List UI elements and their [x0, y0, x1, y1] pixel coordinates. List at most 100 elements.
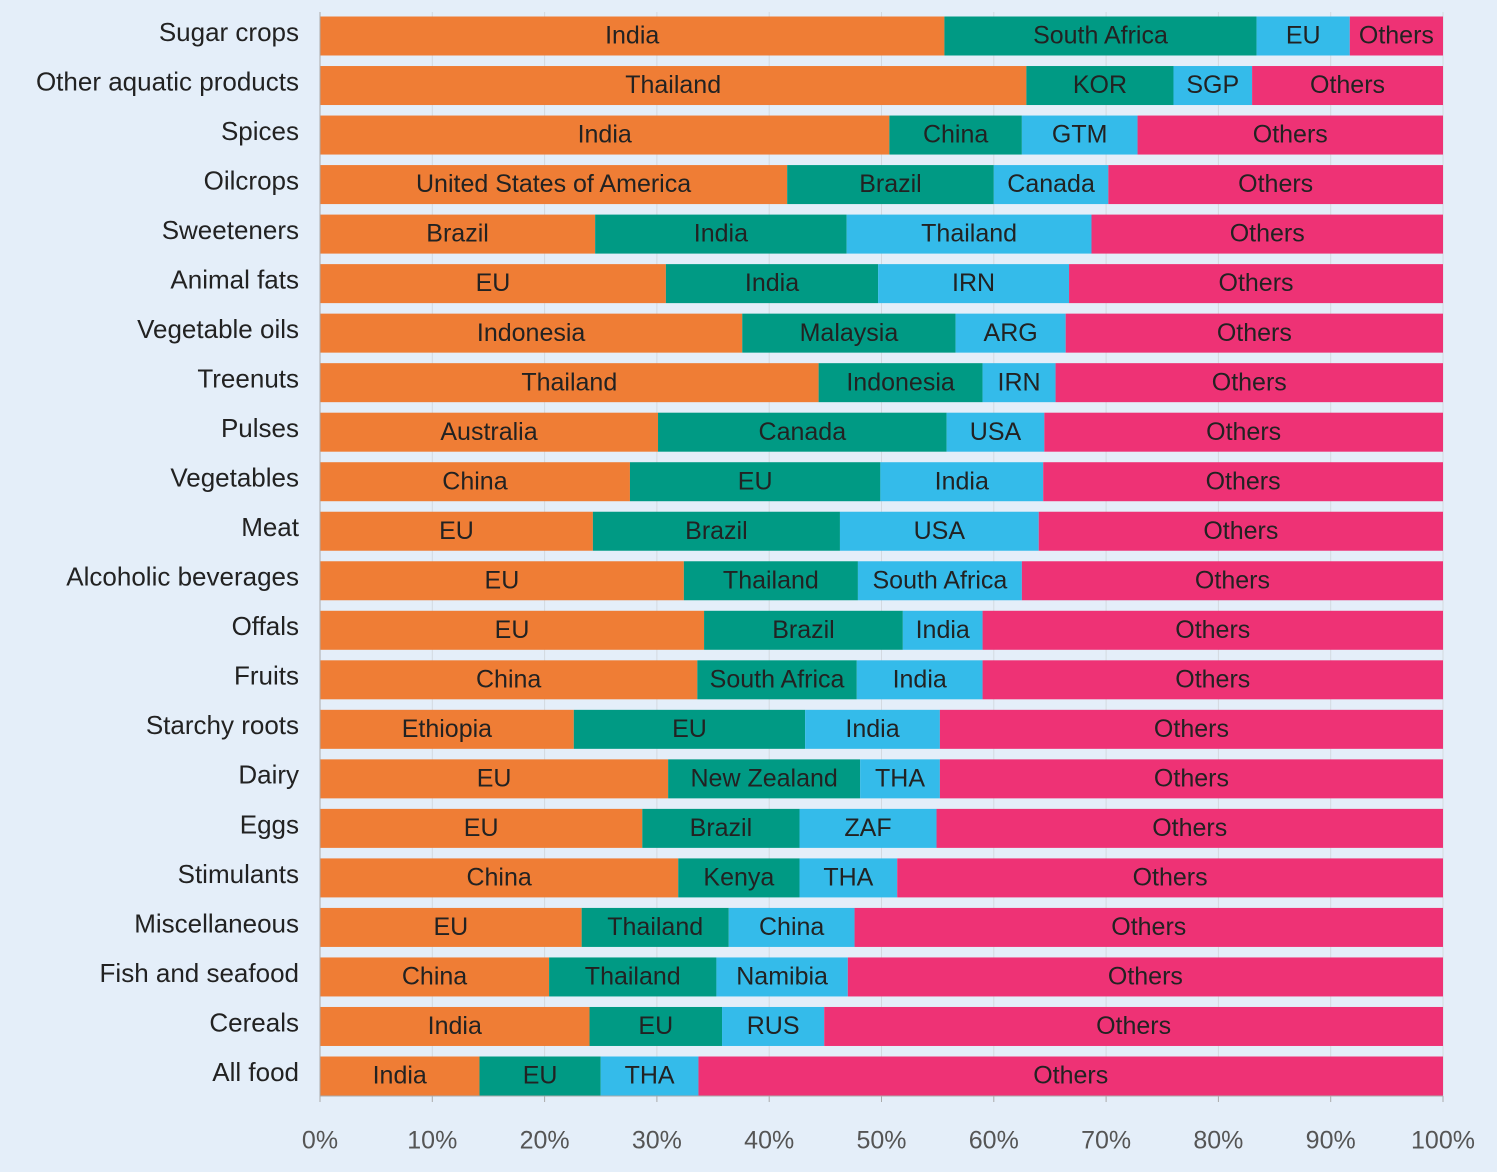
- bar-segment: [982, 363, 1056, 403]
- segment-label: Others: [1195, 566, 1270, 594]
- segment-label: EU: [495, 616, 530, 644]
- bar-segment: [320, 511, 593, 551]
- bar-segment: [1137, 115, 1443, 155]
- segment-label: Others: [1154, 715, 1229, 743]
- segment-label: Canada: [759, 418, 847, 446]
- bar-segment: [320, 1056, 480, 1096]
- segment-label: RUS: [747, 1012, 800, 1040]
- x-tick-label: 0%: [302, 1127, 338, 1155]
- segment-label: Others: [1310, 71, 1385, 99]
- bar-segment: [846, 214, 1092, 254]
- bar-segment: [1026, 66, 1174, 106]
- segment-label: Brazil: [859, 170, 922, 198]
- bar-segment: [1349, 16, 1443, 56]
- category-label: Sweeteners: [162, 215, 299, 245]
- segment-label: Others: [1203, 517, 1278, 545]
- segment-label: Thailand: [625, 71, 721, 99]
- segment-label: SGP: [1186, 71, 1239, 99]
- segment-label: India: [916, 616, 970, 644]
- bar-segment: [549, 957, 717, 997]
- segment-label: New Zealand: [690, 764, 837, 792]
- segment-label: China: [442, 467, 507, 495]
- category-label: Vegetables: [170, 463, 299, 493]
- segment-label: China: [759, 913, 824, 941]
- bar-segment: [880, 462, 1044, 502]
- bar-segment: [857, 561, 1022, 601]
- segment-label: IRN: [952, 269, 995, 297]
- segment-label: Others: [1108, 963, 1183, 991]
- segment-label: USA: [970, 418, 1022, 446]
- bar-segment: [716, 957, 848, 997]
- bar-segment: [642, 808, 800, 848]
- x-tick-label: 20%: [520, 1127, 570, 1155]
- bar-segment: [704, 610, 903, 650]
- segment-label: THA: [875, 764, 925, 792]
- segment-label: Others: [1096, 1012, 1171, 1040]
- bar-segment: [955, 313, 1066, 353]
- bar-segment: [320, 412, 659, 452]
- segment-label: South Africa: [1033, 22, 1168, 50]
- segment-label: EU: [433, 913, 468, 941]
- bar-segment: [728, 907, 855, 947]
- bar-segment: [668, 759, 861, 799]
- bar-segment: [805, 709, 940, 749]
- category-label: Alcoholic beverages: [66, 562, 299, 592]
- x-tick-label: 70%: [1081, 1127, 1131, 1155]
- bar-segment: [1069, 264, 1443, 304]
- segment-label: China: [476, 665, 541, 693]
- segment-label: Others: [1154, 764, 1229, 792]
- bar-segment: [939, 759, 1443, 799]
- bar-segment: [982, 610, 1443, 650]
- segment-label: GTM: [1052, 121, 1108, 149]
- bar-segment: [320, 808, 643, 848]
- bar-segment: [697, 660, 857, 700]
- segment-label: Others: [1212, 368, 1287, 396]
- segment-label: Canada: [1007, 170, 1095, 198]
- bar-segment: [479, 1056, 601, 1096]
- segment-label: EU: [1286, 22, 1321, 50]
- bar-segment: [320, 115, 890, 155]
- segment-label: South Africa: [710, 665, 845, 693]
- bar-segment: [683, 561, 858, 601]
- bar-segment: [993, 165, 1109, 205]
- x-tick-label: 100%: [1411, 1127, 1475, 1155]
- segment-label: Thailand: [723, 566, 819, 594]
- segment-label: Thailand: [921, 220, 1017, 248]
- bar-segment: [1038, 511, 1443, 551]
- segment-label: Others: [1152, 814, 1227, 842]
- segment-label: ARG: [984, 319, 1038, 347]
- segment-label: Australia: [440, 418, 537, 446]
- bar-segment: [1021, 561, 1443, 601]
- bar-segment: [320, 462, 630, 502]
- bar-segment: [320, 759, 669, 799]
- segment-label: Others: [1111, 913, 1186, 941]
- segment-label: Thailand: [521, 368, 617, 396]
- bar-segment: [320, 363, 819, 403]
- category-label: Starchy roots: [146, 710, 299, 740]
- bar-segment: [799, 808, 937, 848]
- bar-segment: [678, 858, 800, 898]
- segment-label: India: [373, 1062, 427, 1090]
- segment-label: South Africa: [872, 566, 1007, 594]
- segment-label: Indonesia: [846, 368, 955, 396]
- category-label: All food: [212, 1057, 299, 1087]
- category-label: Eggs: [240, 809, 299, 839]
- segment-label: IRN: [998, 368, 1041, 396]
- bar-segment: [902, 610, 983, 650]
- x-tick-label: 90%: [1306, 1127, 1356, 1155]
- segment-label: India: [935, 467, 989, 495]
- bar-segment: [592, 511, 840, 551]
- segment-label: USA: [914, 517, 966, 545]
- x-tick-label: 30%: [632, 1127, 682, 1155]
- segment-label: EU: [476, 269, 511, 297]
- segment-label: India: [893, 665, 947, 693]
- bar-segment: [320, 165, 788, 205]
- bar-segment: [944, 16, 1257, 56]
- x-tick-label: 50%: [856, 1127, 906, 1155]
- bar-segment: [320, 16, 945, 56]
- segment-label: EU: [485, 566, 520, 594]
- segment-label: Malaysia: [800, 319, 899, 347]
- bar-segment: [320, 610, 705, 650]
- segment-label: Namibia: [736, 963, 828, 991]
